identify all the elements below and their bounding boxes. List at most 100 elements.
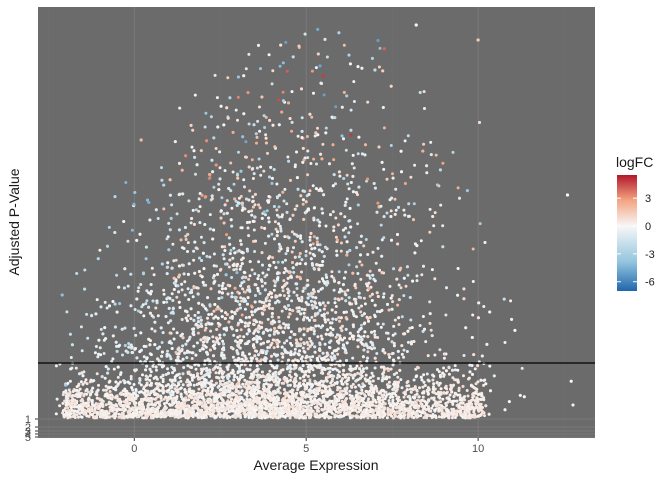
data-point	[487, 412, 491, 416]
data-point	[343, 203, 347, 207]
data-point	[219, 216, 223, 220]
data-point	[243, 324, 247, 328]
data-point	[200, 303, 204, 307]
data-point	[225, 326, 228, 330]
data-point	[276, 230, 279, 234]
data-point	[212, 185, 216, 189]
data-point	[230, 276, 234, 279]
data-point	[199, 149, 203, 153]
data-point	[208, 227, 212, 231]
data-point	[315, 236, 319, 240]
data-point	[228, 258, 232, 262]
data-point	[278, 245, 282, 249]
data-point	[152, 273, 156, 277]
data-point	[312, 266, 316, 270]
data-point	[336, 297, 340, 301]
data-point	[148, 374, 152, 378]
data-point	[266, 346, 270, 349]
data-point	[286, 276, 290, 280]
data-point	[444, 369, 448, 373]
data-point	[212, 274, 216, 278]
data-point	[287, 315, 291, 319]
data-point	[308, 294, 312, 298]
data-point	[113, 231, 117, 234]
data-point	[377, 145, 381, 149]
data-point	[485, 342, 489, 346]
data-point	[336, 223, 340, 227]
data-point	[301, 364, 305, 368]
data-point	[115, 310, 119, 314]
data-point	[265, 378, 268, 382]
data-point	[171, 371, 175, 375]
data-point	[299, 234, 303, 238]
data-point	[190, 145, 194, 149]
data-point	[192, 258, 196, 262]
data-point	[421, 315, 425, 318]
data-point	[255, 349, 258, 353]
data-point	[394, 208, 398, 212]
data-point	[210, 194, 214, 198]
data-point	[178, 306, 182, 309]
data-point	[234, 108, 238, 112]
data-point	[316, 358, 320, 362]
data-point	[270, 312, 274, 315]
data-point	[392, 341, 396, 345]
data-point	[214, 147, 218, 150]
data-point	[197, 197, 201, 201]
data-point	[291, 213, 295, 217]
data-point	[279, 247, 283, 251]
data-point	[140, 305, 144, 309]
data-point	[373, 315, 377, 318]
data-point	[328, 321, 332, 325]
data-point	[354, 191, 358, 194]
data-point	[224, 273, 228, 277]
data-point	[264, 299, 268, 303]
data-point	[167, 306, 171, 310]
data-point	[406, 273, 410, 277]
data-point	[362, 312, 366, 316]
data-point	[260, 279, 264, 283]
data-point	[349, 225, 353, 229]
data-point	[382, 167, 386, 171]
data-point	[350, 335, 354, 338]
data-point	[191, 295, 195, 299]
data-point	[297, 306, 301, 310]
data-point	[364, 373, 368, 377]
data-point	[253, 203, 257, 207]
data-point	[286, 379, 290, 383]
data-point	[224, 262, 228, 266]
data-point	[252, 172, 256, 176]
data-point	[309, 397, 313, 401]
data-point	[257, 43, 260, 47]
data-point	[178, 161, 181, 165]
data-point	[284, 323, 288, 327]
data-point	[277, 249, 281, 253]
data-point	[442, 352, 446, 356]
data-point	[123, 344, 127, 347]
data-point	[161, 331, 165, 335]
data-point	[235, 329, 239, 332]
data-point	[262, 341, 265, 345]
data-point	[249, 356, 253, 360]
data-point	[272, 288, 276, 292]
data-point	[339, 249, 343, 253]
data-point	[207, 177, 211, 180]
data-point	[212, 280, 216, 284]
data-point	[290, 120, 294, 124]
data-point	[172, 327, 176, 331]
data-point	[311, 184, 315, 188]
data-point	[370, 341, 374, 345]
data-point	[376, 336, 380, 339]
data-point	[376, 246, 380, 250]
data-point	[352, 80, 356, 84]
data-point	[326, 375, 330, 379]
data-point	[427, 379, 431, 383]
data-point	[356, 152, 360, 156]
data-point	[58, 404, 62, 408]
data-point	[413, 251, 417, 255]
data-point	[65, 310, 69, 314]
data-point	[278, 64, 282, 68]
data-point	[134, 333, 138, 337]
data-point	[347, 296, 351, 300]
data-point	[187, 380, 191, 384]
